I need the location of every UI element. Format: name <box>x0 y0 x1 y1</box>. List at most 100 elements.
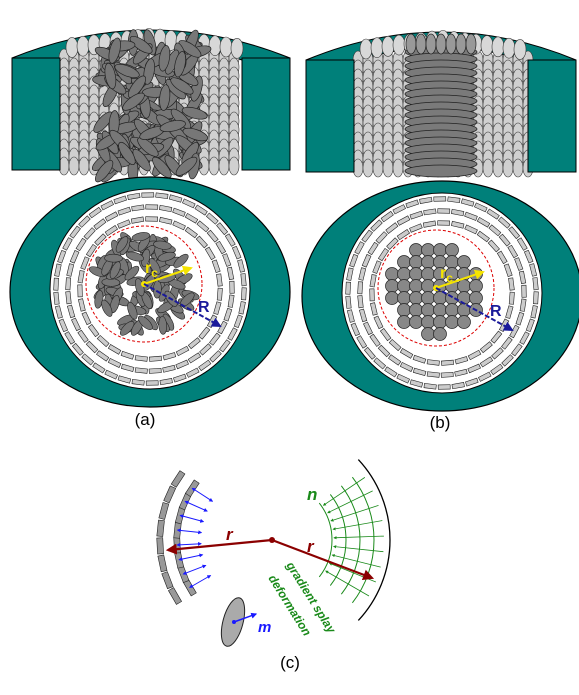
molecule <box>77 36 89 56</box>
director <box>183 565 205 574</box>
core-molecule <box>434 316 447 329</box>
molecule <box>209 36 221 56</box>
molecule <box>503 38 515 58</box>
core-molecule <box>470 280 483 293</box>
core-molecule <box>422 244 435 257</box>
core-molecule <box>398 280 411 293</box>
molecule <box>66 37 78 57</box>
core-molecule <box>386 268 399 281</box>
center <box>269 537 275 543</box>
molecule <box>513 159 523 177</box>
core-molecule <box>410 280 423 293</box>
molecule <box>360 39 372 59</box>
core-molecule <box>446 244 459 257</box>
core-molecule <box>458 316 471 329</box>
molecule <box>434 197 446 202</box>
molecule <box>168 588 181 605</box>
molecule <box>78 285 83 297</box>
molecule <box>509 292 514 304</box>
m-label: m <box>258 619 271 636</box>
core-molecule <box>446 34 456 54</box>
core-molecule <box>422 328 435 341</box>
molecule <box>146 217 158 222</box>
core-molecule <box>410 292 423 305</box>
shell-wall <box>12 58 60 170</box>
core-molecule <box>386 292 399 305</box>
director <box>179 555 202 560</box>
normal-arrow <box>333 521 382 530</box>
core-molecule <box>410 304 423 317</box>
core-molecule <box>410 244 423 257</box>
molecule <box>393 35 405 55</box>
director <box>192 488 212 501</box>
molecule <box>164 486 176 503</box>
core-molecule <box>434 328 447 341</box>
core-molecule <box>446 316 459 329</box>
molecule <box>157 538 164 554</box>
molecule <box>230 281 235 293</box>
panel-label: (a) <box>135 410 156 429</box>
shell-wall <box>306 60 354 172</box>
normal-arrow <box>334 536 384 538</box>
molecule <box>427 372 439 378</box>
molecule <box>438 221 450 226</box>
molecule <box>533 278 539 290</box>
director <box>178 530 202 533</box>
molecule <box>522 285 527 297</box>
core-molecule <box>422 316 435 329</box>
molecule <box>241 274 247 286</box>
molecule <box>514 39 526 59</box>
core-molecule <box>416 34 426 54</box>
core-molecule <box>406 34 416 54</box>
m-dot <box>232 620 236 624</box>
normal-arrow <box>334 546 384 551</box>
molecule <box>79 157 89 175</box>
molecule <box>149 356 161 361</box>
core-molecule <box>410 316 423 329</box>
molecule <box>370 289 375 301</box>
molecule <box>54 278 59 290</box>
molecule <box>492 37 504 57</box>
core-molecule <box>422 280 435 293</box>
molecule <box>146 205 158 210</box>
R-label: R <box>198 299 210 316</box>
field-line <box>352 477 374 603</box>
molecule <box>159 503 169 520</box>
molecule <box>69 157 79 175</box>
molecule <box>346 282 351 294</box>
normal-arrow <box>323 477 364 505</box>
director <box>190 576 211 588</box>
molecule <box>219 157 229 175</box>
molecule <box>66 291 72 303</box>
molecule <box>231 38 243 58</box>
molecule <box>54 292 60 304</box>
r-label: r <box>226 525 234 544</box>
molecule <box>241 288 246 300</box>
subscript: c <box>446 271 453 285</box>
molecule <box>363 159 373 177</box>
figure: (a) (b) (c) rc R rc R n r r m gradient s… <box>0 0 579 690</box>
molecule <box>209 157 219 175</box>
drawing <box>10 28 579 648</box>
molecule <box>171 471 185 488</box>
molecule <box>393 159 403 177</box>
core-molecule <box>446 256 459 269</box>
core-molecule <box>398 292 411 305</box>
field-line <box>341 486 360 594</box>
core-molecule <box>422 256 435 269</box>
r-label: r <box>307 537 315 556</box>
molecule <box>66 278 71 290</box>
molecule <box>358 282 363 294</box>
core-molecule <box>466 34 476 54</box>
core-molecule <box>458 256 471 269</box>
panel-label: (c) <box>280 653 300 672</box>
core-molecule <box>422 304 435 317</box>
molecule <box>382 36 394 56</box>
core-molecule <box>410 256 423 269</box>
core-molecule <box>398 268 411 281</box>
molecule <box>373 159 383 177</box>
molecule <box>146 381 158 386</box>
core-molecule <box>456 34 466 54</box>
core-molecule <box>405 165 477 177</box>
core-molecule <box>386 280 399 293</box>
